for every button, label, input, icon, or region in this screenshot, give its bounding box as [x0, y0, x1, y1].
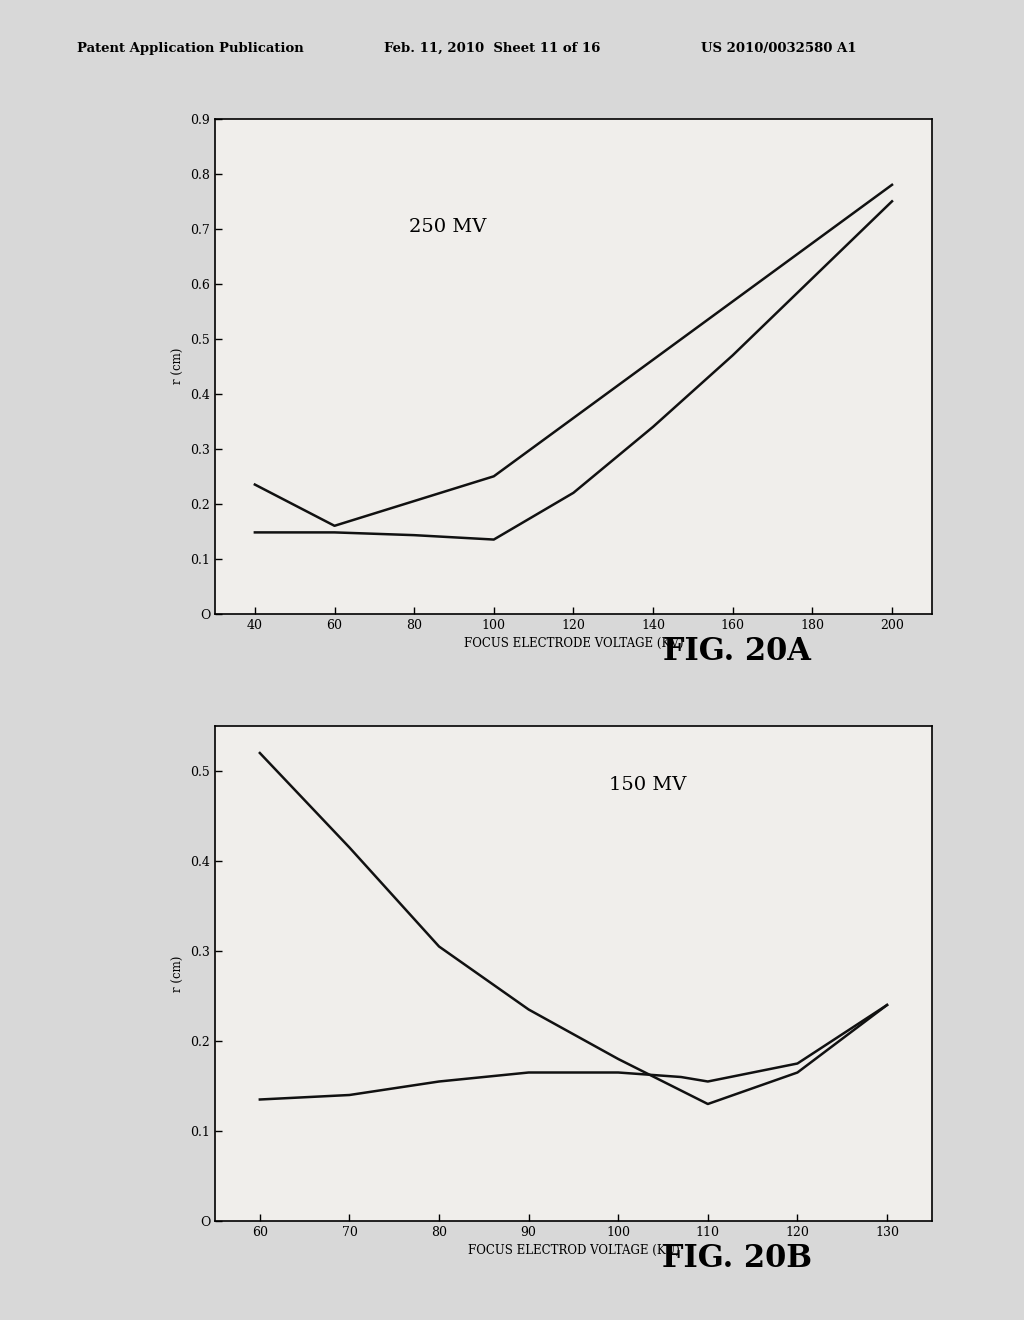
Text: 250 MV: 250 MV: [409, 218, 486, 236]
X-axis label: FOCUS ELECTROD VOLTAGE (KU): FOCUS ELECTROD VOLTAGE (KU): [468, 1245, 679, 1258]
Text: 150 MV: 150 MV: [609, 776, 687, 793]
Y-axis label: r (cm): r (cm): [172, 348, 184, 384]
Text: Patent Application Publication: Patent Application Publication: [77, 42, 303, 55]
Y-axis label: r (cm): r (cm): [172, 956, 184, 991]
Text: US 2010/0032580 A1: US 2010/0032580 A1: [701, 42, 857, 55]
X-axis label: FOCUS ELECTRODE VOLTAGE (KV): FOCUS ELECTRODE VOLTAGE (KV): [464, 638, 683, 651]
Text: FIG. 20A: FIG. 20A: [664, 636, 811, 667]
Text: FIG. 20B: FIG. 20B: [663, 1243, 812, 1274]
Text: Feb. 11, 2010  Sheet 11 of 16: Feb. 11, 2010 Sheet 11 of 16: [384, 42, 600, 55]
